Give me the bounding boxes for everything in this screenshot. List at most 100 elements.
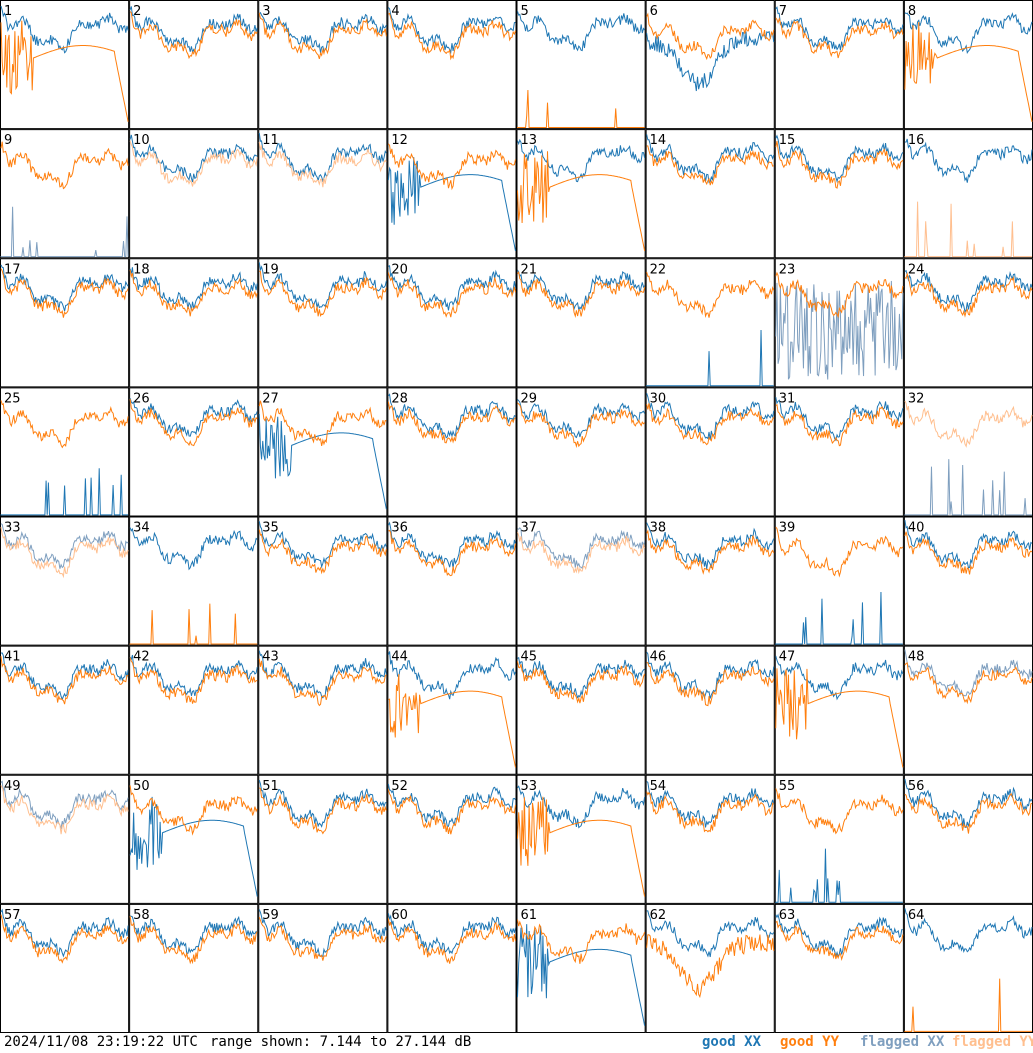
panel-51: 51 [258, 774, 388, 904]
panel-64: 64 [903, 903, 1033, 1033]
panel-1: 1 [0, 0, 130, 130]
panel-20: 20 [387, 258, 517, 388]
panel-frame [774, 516, 904, 646]
series-yy [904, 21, 1033, 122]
panel-frame [774, 129, 904, 259]
series-xx [0, 908, 129, 958]
panel-label: 25 [4, 391, 21, 406]
panel-29: 29 [516, 387, 646, 517]
panel-16: 16 [903, 129, 1033, 259]
legend-good-xx: good XX [702, 1034, 762, 1050]
panel-50: 50 [129, 774, 259, 904]
panel-label: 35 [262, 521, 279, 536]
series-yy [258, 141, 387, 188]
panel-6: 6 [645, 0, 775, 130]
panel-label: 49 [4, 779, 21, 794]
panel-frame [774, 258, 904, 388]
panel-label: 31 [779, 391, 796, 406]
series-xx [775, 280, 904, 380]
series-yy [775, 271, 904, 319]
series-xx [387, 913, 516, 955]
series-yy [517, 919, 646, 964]
series-yy [646, 791, 775, 833]
series-xx [258, 262, 387, 309]
panel-label: 50 [133, 779, 150, 794]
panel-label: 57 [4, 908, 21, 923]
series-xx [129, 398, 258, 437]
panel-frame [903, 516, 1033, 646]
panel-frame [516, 387, 646, 517]
panel-label: 24 [908, 262, 925, 277]
panel-27: 27 [258, 387, 388, 517]
panel-frame [645, 129, 775, 259]
panel-11: 11 [258, 129, 388, 259]
series-yy [646, 12, 775, 61]
panel-frame [516, 0, 646, 130]
panel-30: 30 [645, 387, 775, 517]
panel-label: 62 [650, 908, 667, 923]
panel-3: 3 [258, 0, 388, 130]
series-xx [775, 913, 903, 959]
panel-45: 45 [516, 645, 646, 775]
series-xx [258, 779, 387, 828]
series-yy [129, 140, 258, 187]
panel-21: 21 [516, 258, 646, 388]
panel-63: 63 [774, 903, 904, 1033]
panel-62: 62 [645, 903, 775, 1033]
series-yy [904, 271, 1033, 318]
panel-49: 49 [0, 774, 130, 904]
legend-flagged-yy: flagged YY [952, 1034, 1033, 1050]
panel-label: 14 [650, 133, 667, 148]
series-xx [904, 908, 1033, 954]
panel-label: 15 [779, 133, 796, 148]
panel-label: 18 [133, 262, 150, 277]
panel-61: 61 [516, 903, 646, 1033]
series-xx [775, 134, 904, 184]
panel-7: 7 [774, 0, 904, 130]
panel-15: 15 [774, 129, 904, 259]
series-yy [387, 789, 516, 835]
panel-frame [129, 774, 259, 904]
panel-44: 44 [387, 645, 517, 775]
panel-frame [387, 903, 517, 1033]
panel-frame [258, 645, 388, 775]
series-yy [646, 403, 775, 446]
panel-22: 22 [645, 258, 775, 388]
panel-48: 48 [903, 645, 1033, 775]
panel-label: 48 [908, 650, 925, 665]
series-yy [775, 788, 904, 835]
series-xx [646, 910, 775, 958]
series-xx [0, 206, 129, 258]
panel-label: 10 [133, 133, 150, 148]
series-xx [0, 5, 129, 54]
series-yy [517, 151, 646, 252]
panel-label: 22 [650, 262, 667, 277]
panel-label: 47 [779, 650, 796, 665]
series-yy [775, 526, 904, 578]
panel-23: 23 [774, 258, 904, 388]
series-xx [904, 520, 1033, 569]
series-xx [258, 909, 387, 957]
series-xx [129, 796, 258, 897]
series-yy [129, 785, 258, 836]
panel-frame [387, 0, 517, 130]
panel-14: 14 [645, 129, 775, 259]
panel-label: 9 [4, 133, 12, 148]
series-yy [0, 400, 129, 449]
panel-5: 5 [516, 0, 646, 130]
panel-frame [0, 516, 130, 646]
panel-label: 11 [262, 133, 279, 148]
panel-label: 45 [521, 650, 538, 665]
panel-label: 1 [4, 4, 12, 19]
series-xx [387, 651, 516, 700]
series-yy [258, 400, 387, 446]
series-xx [775, 6, 904, 51]
series-xx [904, 269, 1033, 313]
series-xx [129, 134, 258, 183]
panel-53: 53 [516, 774, 646, 904]
series-yy [129, 269, 258, 317]
series-yy [129, 915, 258, 965]
panel-frame [645, 258, 775, 388]
panel-57: 57 [0, 903, 130, 1033]
